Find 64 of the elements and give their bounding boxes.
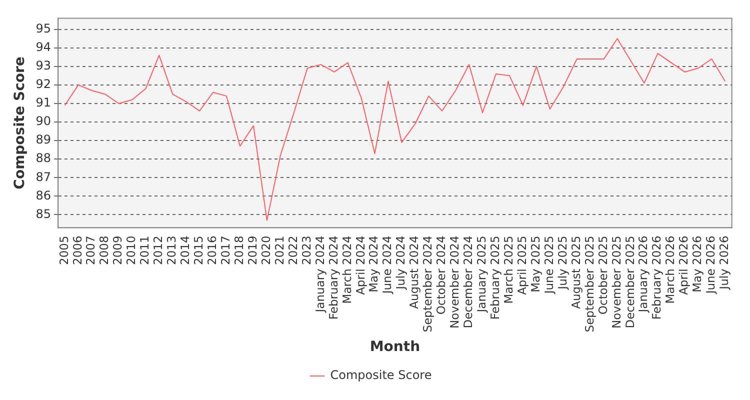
x-tick-label: December 2025 [622, 236, 637, 328]
x-tick-label: July 2026 [717, 236, 732, 290]
x-tick-label: April 2026 [676, 236, 691, 295]
x-tick-label: March 2026 [663, 236, 678, 304]
x-tick-label: 2022 [286, 236, 300, 265]
x-tick-label: August 2024 [407, 236, 422, 309]
x-tick-label: 2015 [192, 236, 206, 265]
x-tick-label: October 2025 [596, 236, 610, 315]
x-tick-label: February 2025 [488, 236, 502, 320]
y-tick-label: 92 [36, 77, 52, 92]
x-tick-label: November 2025 [609, 236, 624, 328]
x-tick-label: 2013 [164, 236, 179, 265]
x-tick-label: 2019 [245, 236, 260, 265]
x-tick-label: April 2025 [514, 236, 529, 295]
x-tick-label: September 2025 [582, 236, 596, 332]
y-tick-label: 89 [36, 132, 52, 147]
x-tick-label: November 2024 [448, 236, 462, 328]
x-tick-label: June 2025 [542, 236, 556, 295]
x-tick-label: 2008 [97, 236, 112, 265]
x-tick-label: June 2024 [380, 236, 394, 295]
x-tick-label: 2009 [110, 236, 125, 265]
x-tick-label: 2011 [138, 236, 152, 265]
x-tick-label: 2023 [299, 236, 314, 265]
y-tick-label: 90 [36, 114, 52, 128]
x-tick-label: 2021 [272, 236, 286, 265]
x-tick-label: May 2026 [690, 236, 704, 292]
x-tick-label: February 2026 [650, 236, 664, 320]
y-tick-label: 87 [36, 170, 52, 184]
y-tick-label: 95 [36, 21, 52, 36]
x-tick-label: February 2024 [326, 236, 340, 320]
x-tick-label: 2005 [56, 236, 71, 265]
x-tick-label: July 2024 [394, 236, 408, 290]
x-tick-label: January 2025 [474, 236, 489, 314]
x-tick-label: May 2025 [528, 236, 542, 292]
y-tick-label: 85 [36, 206, 52, 221]
x-tick-label: April 2024 [353, 236, 368, 295]
x-tick-label: May 2024 [366, 236, 381, 292]
x-tick-label: 2016 [205, 236, 220, 265]
y-tick-label: 91 [36, 96, 52, 110]
x-tick-label: March 2024 [340, 236, 354, 304]
y-tick-label: 86 [36, 188, 52, 202]
x-tick-label: 2012 [151, 236, 166, 265]
x-tick-label: August 2025 [568, 236, 583, 309]
y-tick-label: 88 [36, 151, 52, 166]
x-tick-label: 2020 [258, 236, 273, 265]
x-tick-label: July 2025 [555, 236, 570, 290]
x-tick-label: September 2024 [420, 236, 435, 332]
x-tick-label: 2017 [218, 236, 232, 265]
x-tick-label: October 2024 [434, 236, 448, 315]
x-tick-label: January 2024 [312, 236, 327, 314]
x-tick-label: 2014 [178, 236, 192, 265]
x-tick-label: 2007 [84, 236, 98, 265]
legend-label: Composite Score [330, 368, 432, 382]
x-tick-label: 2010 [124, 236, 138, 265]
x-tick-label: 2018 [232, 236, 246, 265]
y-tick-label: 93 [36, 58, 52, 73]
x-tick-label: January 2026 [636, 236, 650, 314]
y-tick-label: 94 [36, 40, 52, 54]
x-tick-label: December 2024 [461, 236, 476, 328]
x-tick-label: June 2026 [704, 236, 718, 295]
x-tick-label: March 2025 [501, 236, 516, 304]
y-axis-title: Composite Score [12, 56, 28, 190]
x-tick-label: 2006 [70, 236, 84, 265]
x-axis-title: Month [370, 339, 420, 356]
